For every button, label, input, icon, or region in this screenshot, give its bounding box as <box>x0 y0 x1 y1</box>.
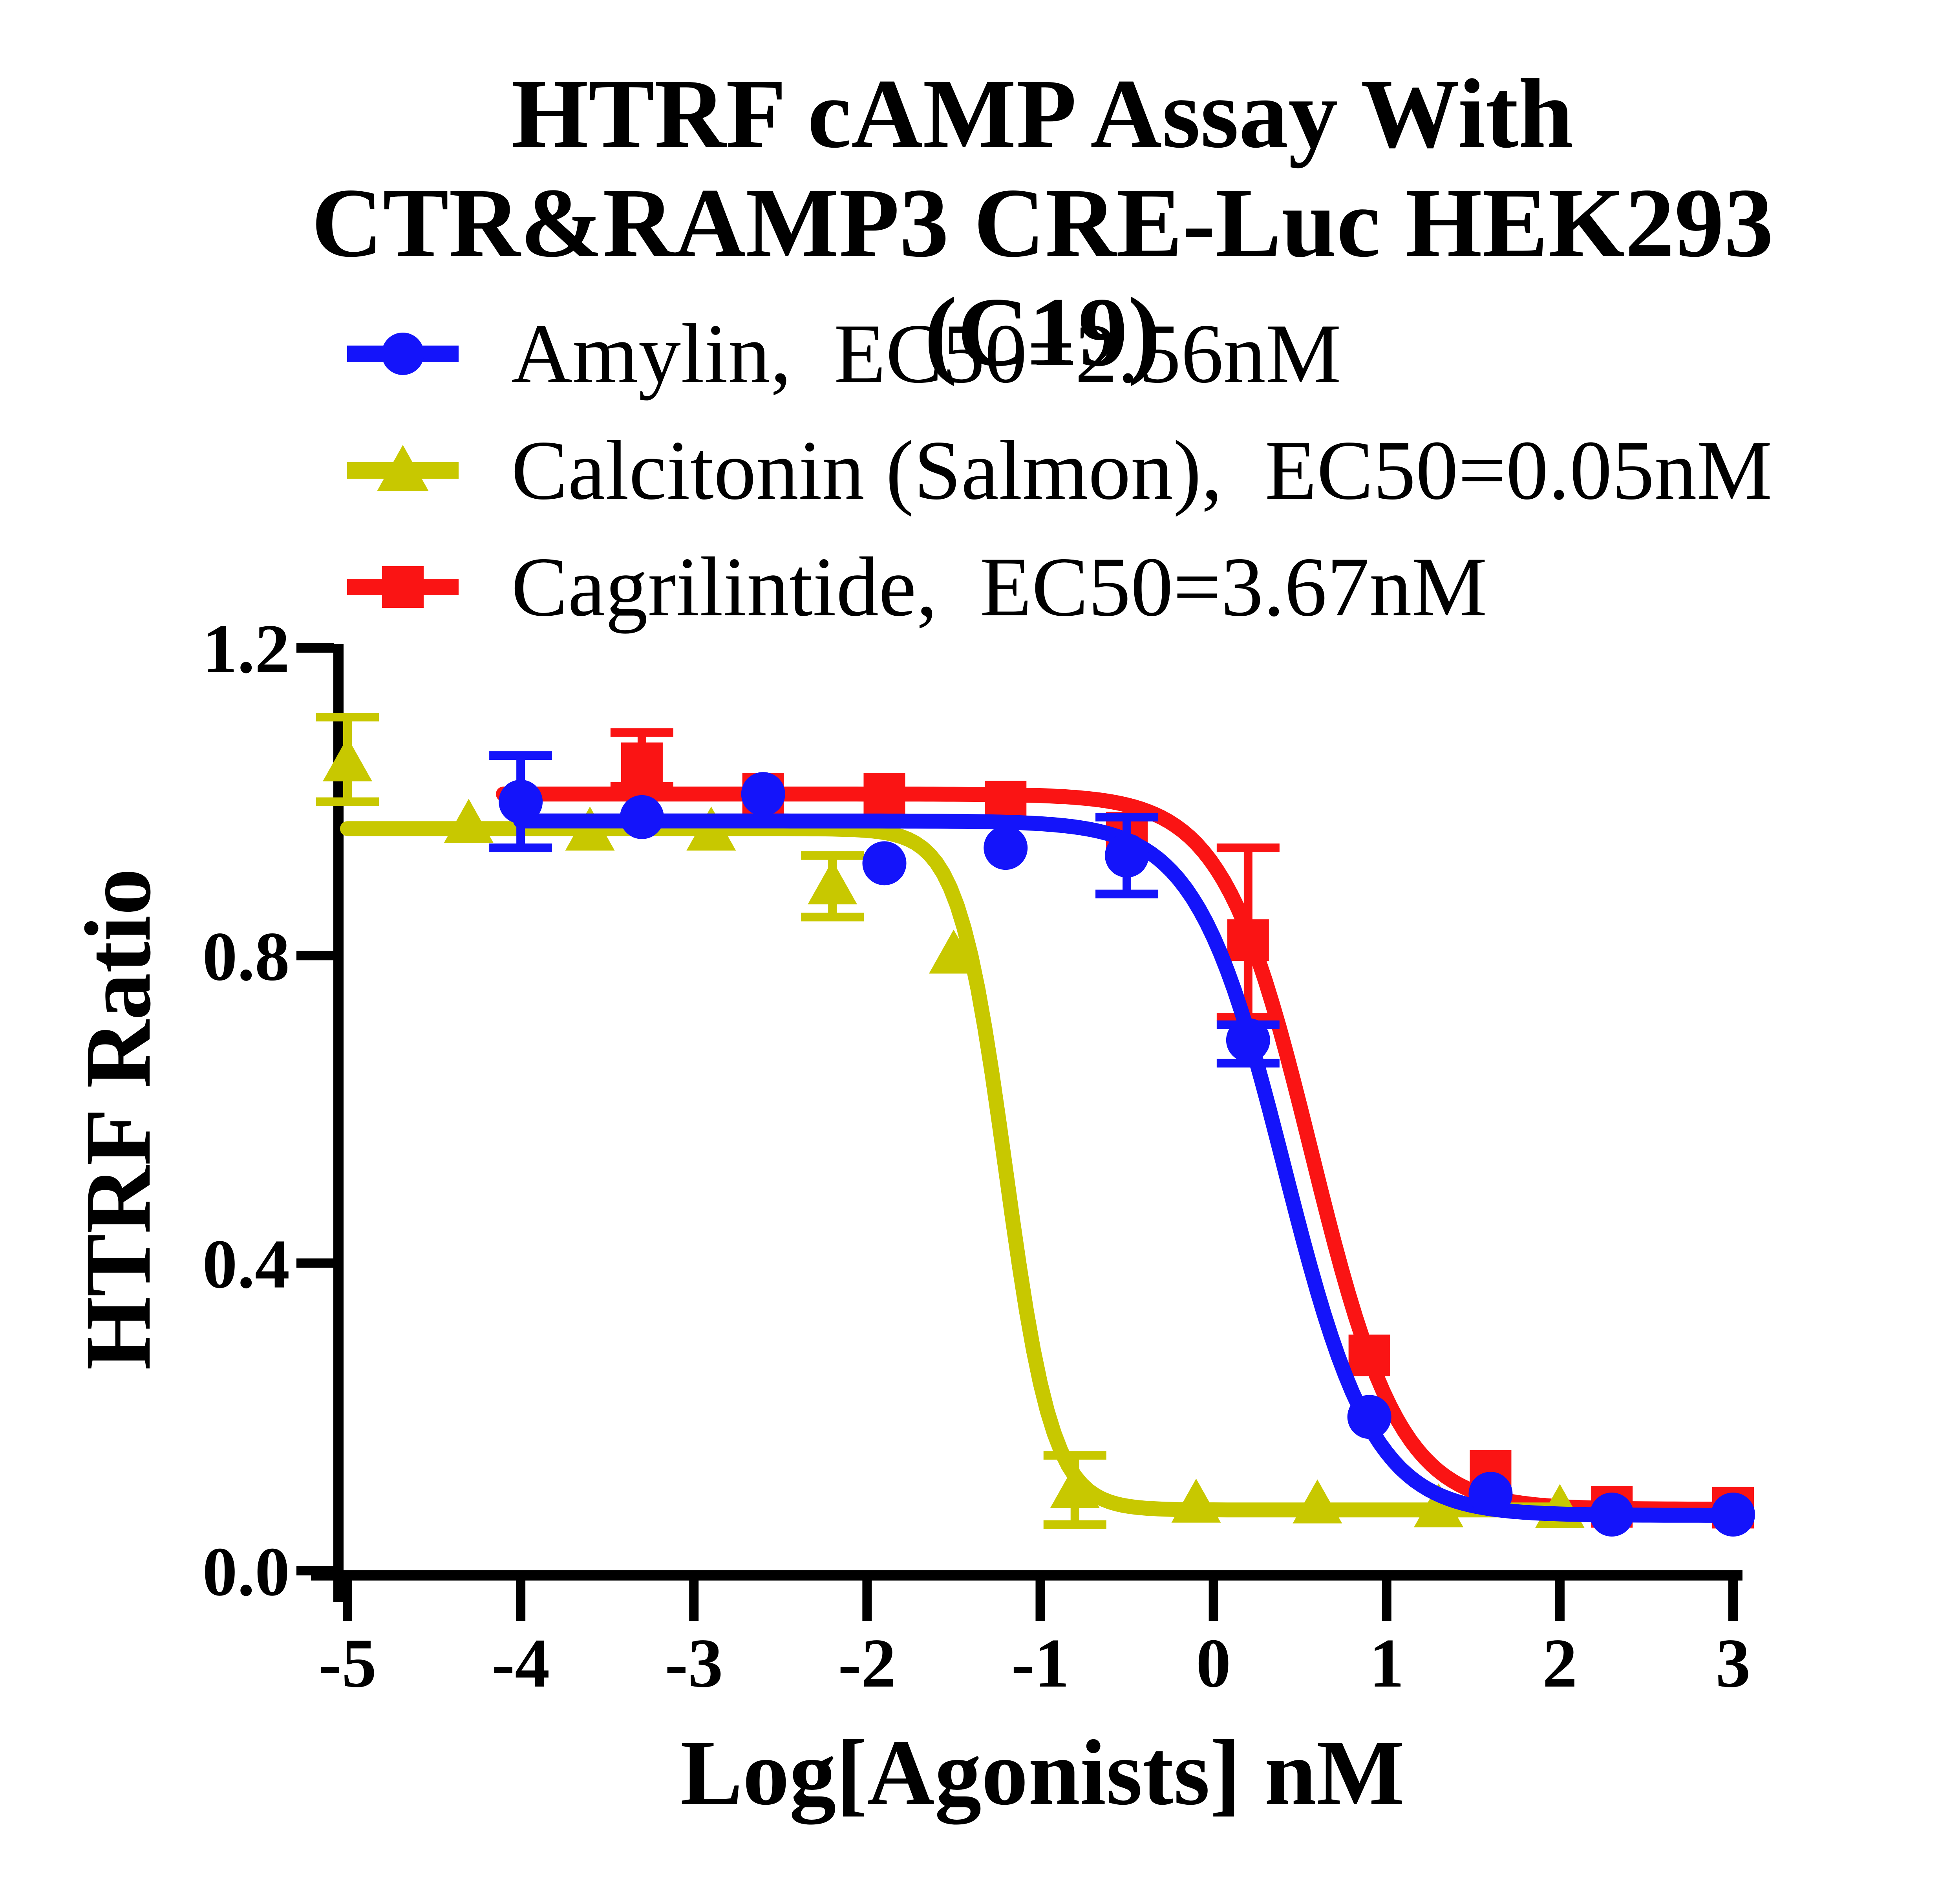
data-point-amylin <box>741 772 785 816</box>
chart-title: HTRF cAMP Assay With CTR&RAMP3 CRE-Luc H… <box>220 59 1865 386</box>
fit-curve-cagrilintide <box>496 787 1737 1517</box>
x-tick-label: 0 <box>1196 1624 1231 1702</box>
legend-label-cagrilintide: Cagrilintide, EC50=3.67nM <box>511 540 1487 634</box>
data-point-amylin <box>984 826 1028 870</box>
y-tick-label: 0.0 <box>203 1533 290 1610</box>
x-axis-title: Log[Agonists] nM <box>680 1721 1405 1824</box>
legend-item-cagrilintide: Cagrilintide, EC50=3.67nM <box>345 529 1772 645</box>
data-point-amylin <box>1105 833 1149 878</box>
fit-curve-amylin <box>513 813 1741 1523</box>
x-tick-label: 2 <box>1542 1624 1577 1702</box>
amylin-circle-marker-icon <box>347 332 459 375</box>
cagrilintide-square-marker-icon <box>347 566 459 608</box>
y-axis-title: HTRF Ratio <box>66 868 170 1370</box>
x-tick-label: -3 <box>665 1624 723 1702</box>
x-tick-label: -5 <box>318 1624 377 1702</box>
data-point-calcitonin-salmon- <box>323 737 372 781</box>
x-tick-label: -4 <box>492 1624 550 1702</box>
legend-item-calcitonin: Calcitonin (Salmon), EC50=0.05nM <box>345 412 1772 529</box>
x-tick-label: -2 <box>838 1624 896 1702</box>
data-point-calcitonin-salmon- <box>1171 1478 1221 1523</box>
data-point-cagrilintide <box>1348 1334 1390 1376</box>
chart-title-line-2: CTR&RAMP3 CRE-Luc HEK293 (C19) <box>311 168 1774 387</box>
y-tick-label: 1.2 <box>203 610 290 688</box>
y-tick-label: 0.8 <box>203 917 290 995</box>
data-point-calcitonin-salmon- <box>808 860 858 905</box>
data-point-amylin <box>1711 1493 1755 1537</box>
data-point-calcitonin-salmon- <box>1414 1483 1464 1528</box>
legend-item-amylin: Amylin, EC50=2.56nM <box>345 295 1772 412</box>
data-point-amylin <box>1347 1395 1391 1439</box>
legend-label-amylin: Amylin, EC50=2.56nM <box>511 306 1341 401</box>
legend-label-calcitonin: Calcitonin (Salmon), EC50=0.05nM <box>511 423 1772 517</box>
calcitonin-triangle-marker-icon <box>347 445 459 491</box>
data-point-calcitonin-salmon- <box>686 807 736 851</box>
data-point-amylin <box>1590 1493 1634 1537</box>
data-point-calcitonin-salmon- <box>1050 1464 1100 1508</box>
data-point-amylin <box>862 841 907 885</box>
data-point-amylin <box>620 795 664 839</box>
legend: Amylin, EC50=2.56nM Calcitonin (Salmon),… <box>345 295 1772 645</box>
data-point-calcitonin-salmon- <box>929 929 978 974</box>
data-point-cagrilintide <box>863 773 905 815</box>
fit-curve-calcitonin-salmon- <box>340 821 1567 1518</box>
data-point-cagrilintide <box>1227 919 1269 961</box>
chart-title-line-1: HTRF cAMP Assay With <box>511 59 1574 168</box>
x-tick-label: -1 <box>1011 1624 1069 1702</box>
data-point-calcitonin-salmon- <box>1293 1479 1342 1524</box>
data-point-calcitonin-salmon- <box>565 807 615 851</box>
data-point-calcitonin-salmon- <box>444 799 494 843</box>
data-point-amylin <box>1226 1018 1270 1062</box>
x-tick-label: 3 <box>1716 1624 1751 1702</box>
data-point-amylin <box>1468 1472 1513 1516</box>
y-tick-label: 0.4 <box>203 1225 290 1303</box>
x-tick-label: 1 <box>1369 1624 1404 1702</box>
data-point-cagrilintide <box>621 742 663 784</box>
data-point-amylin <box>499 779 543 824</box>
